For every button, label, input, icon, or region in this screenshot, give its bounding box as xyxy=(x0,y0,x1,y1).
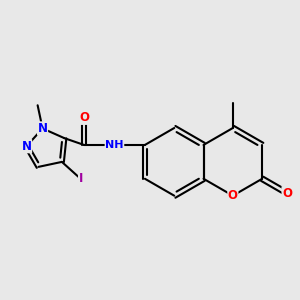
Text: O: O xyxy=(228,189,238,202)
Text: O: O xyxy=(282,187,292,200)
Text: N: N xyxy=(22,140,32,153)
Text: O: O xyxy=(79,111,89,124)
Text: NH: NH xyxy=(105,140,124,150)
Text: I: I xyxy=(79,172,83,185)
Text: N: N xyxy=(38,122,48,135)
